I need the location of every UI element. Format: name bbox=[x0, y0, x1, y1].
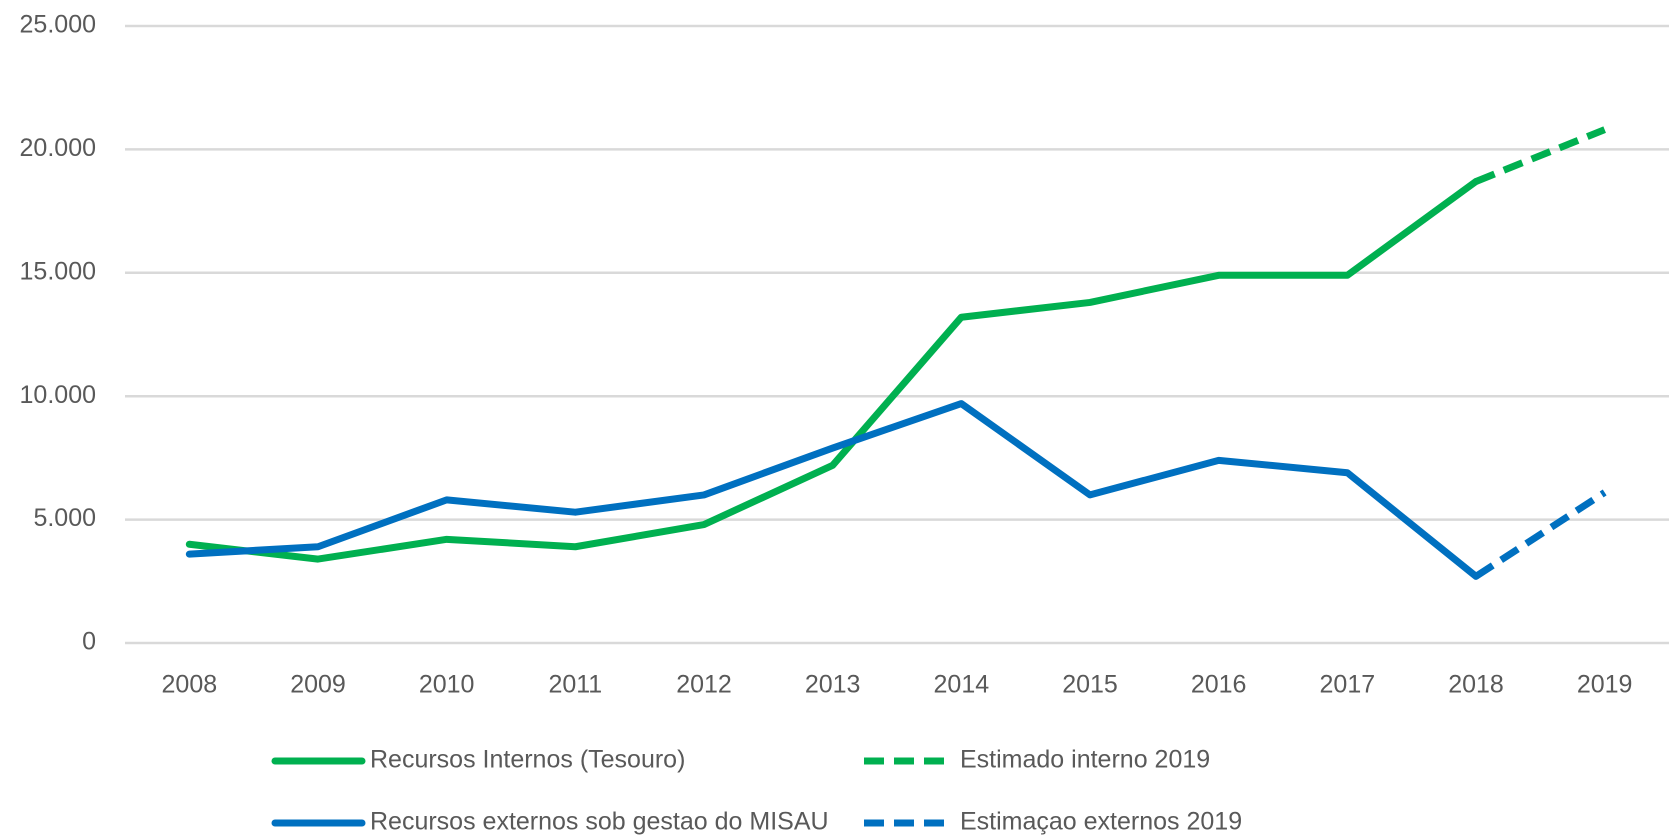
x-tick-label: 2014 bbox=[934, 671, 990, 699]
x-tick-label: 2019 bbox=[1577, 671, 1633, 699]
x-tick-label: 2008 bbox=[162, 671, 218, 699]
x-tick-label: 2010 bbox=[419, 671, 475, 699]
x-tick-label: 2011 bbox=[548, 671, 602, 699]
series-line bbox=[185, 177, 1480, 563]
x-tick-label: 2015 bbox=[1062, 671, 1118, 699]
legend-label: Estimaçao externos 2019 bbox=[960, 808, 1242, 836]
legend-label: Estimado interno 2019 bbox=[960, 746, 1210, 774]
x-tick-label: 2016 bbox=[1191, 671, 1247, 699]
y-tick-label: 25.000 bbox=[20, 11, 96, 39]
x-tick-label: 2013 bbox=[805, 671, 861, 699]
y-tick-label: 0 bbox=[82, 628, 96, 656]
x-tick-label: 2012 bbox=[676, 671, 732, 699]
series-line bbox=[185, 400, 1480, 580]
y-tick-label: 20.000 bbox=[20, 134, 96, 162]
x-tick-label: 2009 bbox=[290, 671, 346, 699]
series-line bbox=[1474, 126, 1606, 185]
legend-label: Recursos Internos (Tesouro) bbox=[370, 746, 685, 774]
x-tick-label: 2017 bbox=[1320, 671, 1376, 699]
y-tick-label: 5.000 bbox=[33, 504, 96, 532]
series-line bbox=[1474, 489, 1607, 580]
y-tick-label: 15.000 bbox=[20, 257, 96, 285]
legend-label: Recursos externos sob gestao do MISAU bbox=[370, 808, 829, 836]
x-tick-label: 2018 bbox=[1448, 671, 1504, 699]
y-tick-label: 10.000 bbox=[20, 381, 96, 409]
